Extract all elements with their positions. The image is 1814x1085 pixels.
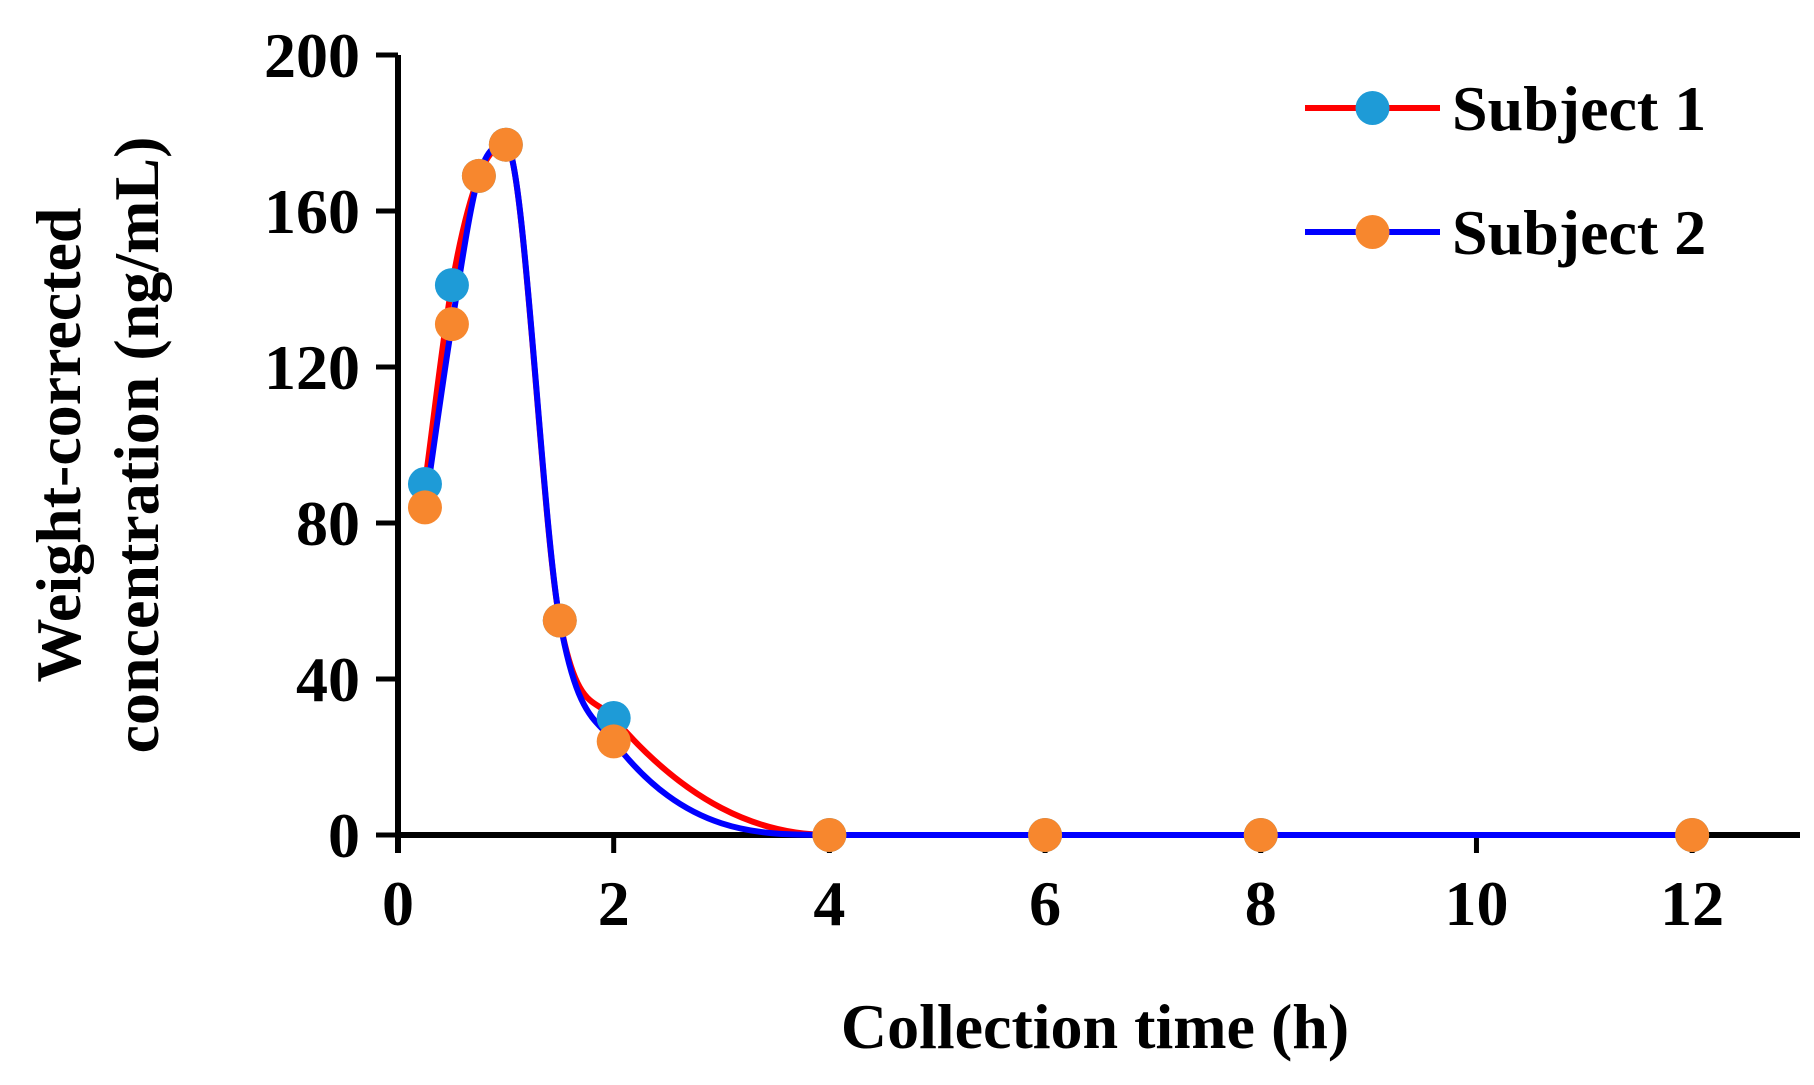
y-tick-label: 160	[264, 176, 360, 247]
x-tick-label: 2	[598, 868, 630, 939]
y-tick-label: 120	[264, 332, 360, 403]
x-tick-label: 12	[1660, 868, 1724, 939]
legend: Subject 1 Subject 2	[1305, 73, 1706, 268]
data-point-series-2	[542, 603, 577, 638]
data-point-series-2	[1028, 818, 1063, 852]
x-axis-title: Collection time (h)	[841, 991, 1349, 1062]
y-tick-label: 0	[328, 800, 360, 871]
legend-label-1: Subject 1	[1452, 73, 1706, 144]
x-tick-label: 6	[1029, 868, 1061, 939]
data-point-series-2	[488, 127, 523, 162]
data-point-series-1	[434, 268, 469, 303]
legend-marker-1	[1355, 91, 1390, 125]
legend-label-2: Subject 2	[1452, 197, 1706, 268]
legend-marker-2	[1355, 215, 1390, 249]
data-point-series-2	[407, 490, 442, 525]
series-layer	[407, 127, 1710, 852]
data-point-series-2	[812, 818, 847, 852]
data-point-series-2	[434, 307, 469, 342]
x-tick-label: 8	[1245, 868, 1277, 939]
y-axis-title-line-2: concentration (ng/mL)	[101, 137, 172, 754]
y-tick-label: 40	[296, 644, 360, 715]
data-point-series-1	[407, 467, 442, 501]
data-point-series-2	[461, 158, 496, 193]
data-point-series-2	[1243, 818, 1278, 852]
y-tick-label: 200	[264, 20, 360, 91]
data-point-series-2	[1675, 818, 1710, 852]
axes: 0 40 80 120 160 200 0 2 4 6 8 10 12	[264, 20, 1800, 939]
x-tick-label: 4	[813, 868, 845, 939]
data-point-series-2	[596, 724, 631, 759]
y-axis-title-line-1: Weight-corrected	[23, 207, 94, 682]
data-point-series-1	[596, 701, 631, 735]
x-tick-label: 10	[1444, 868, 1508, 939]
y-tick-label: 80	[296, 488, 360, 559]
x-tick-label: 0	[382, 868, 414, 939]
